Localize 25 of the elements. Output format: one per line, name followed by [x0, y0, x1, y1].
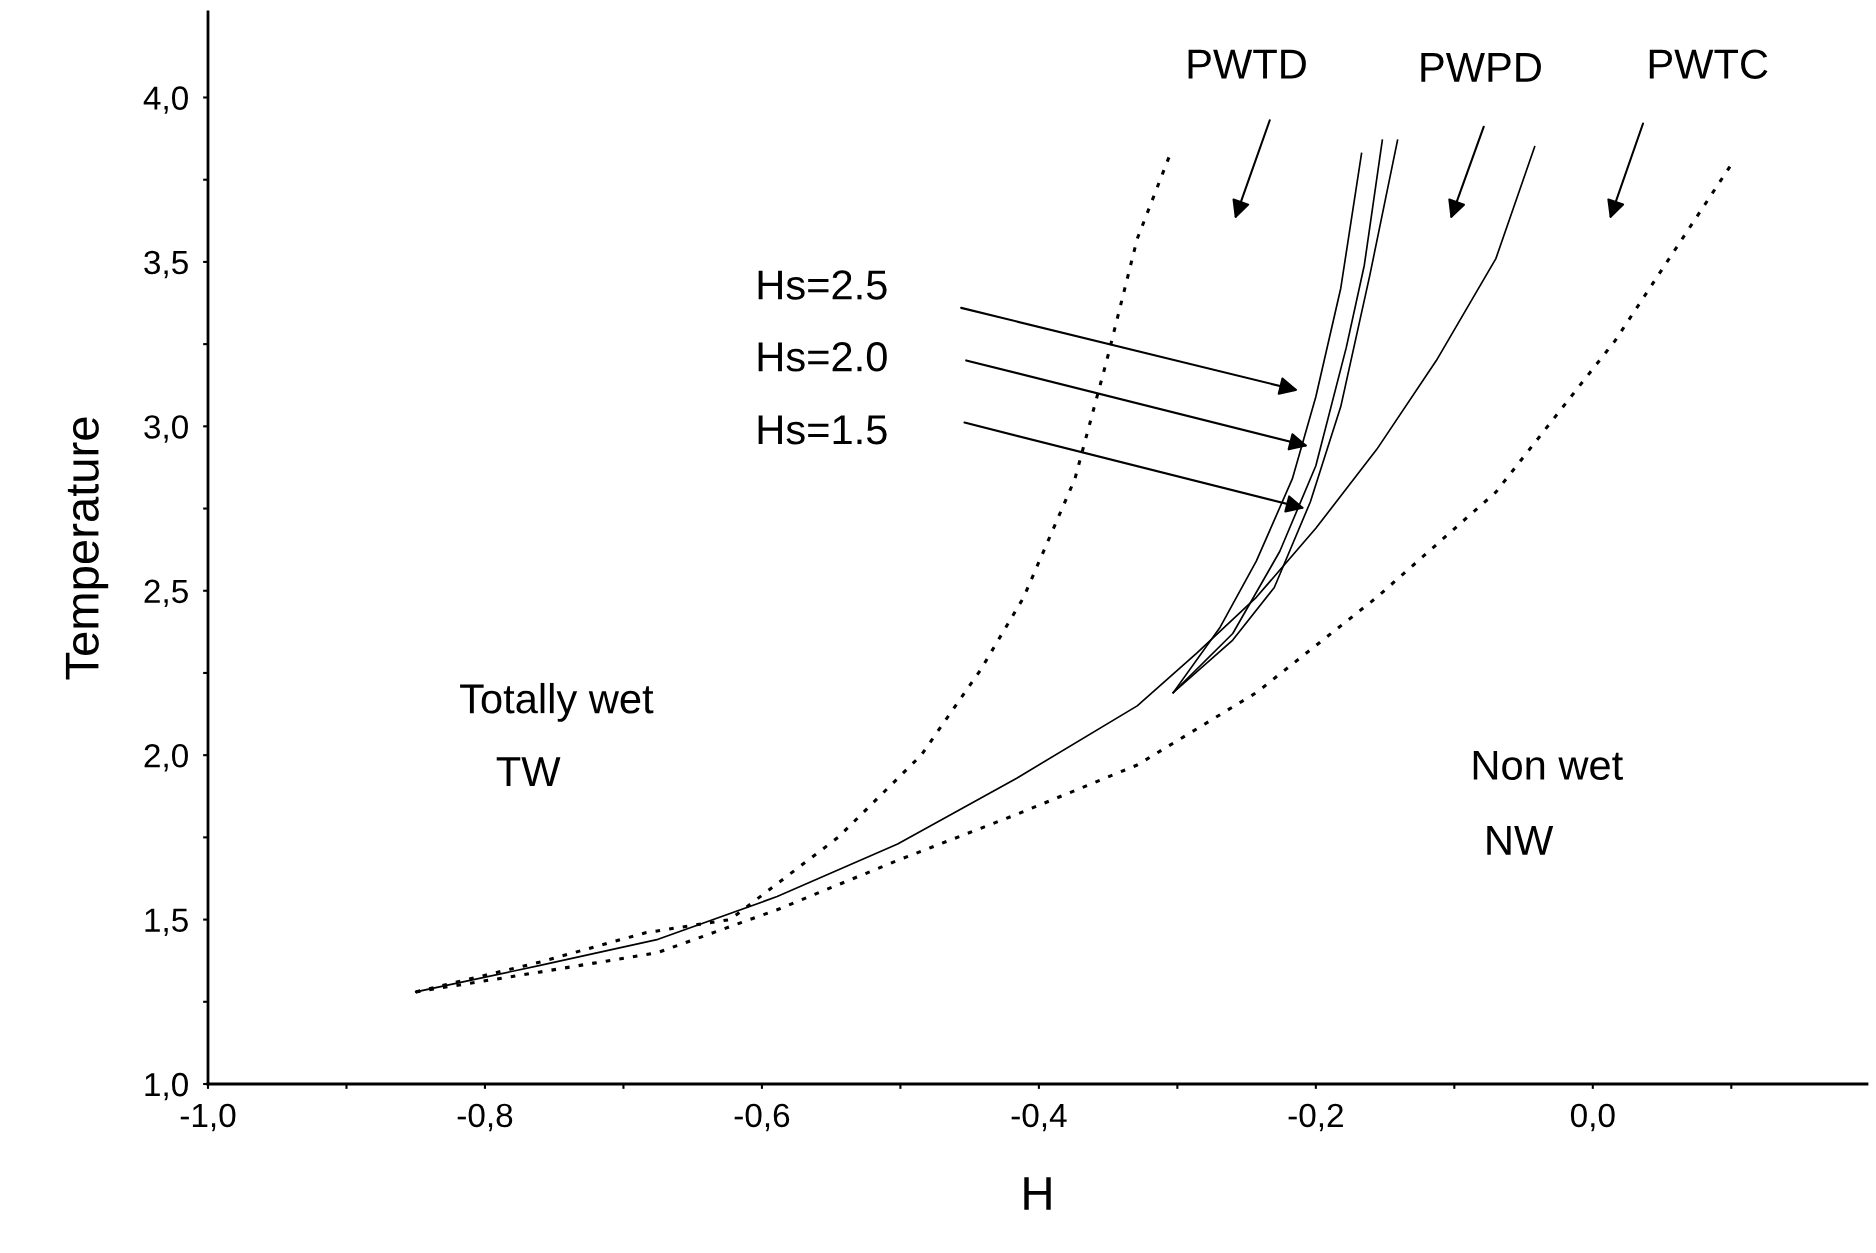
x-tick-label: -0,6: [734, 1103, 790, 1132]
annotation: PWTD: [1188, 49, 1306, 79]
annotation: Hs=1.5: [758, 415, 887, 445]
annotation: Totally wet: [460, 682, 654, 722]
x-tick-label: -0,2: [1288, 1103, 1343, 1132]
x-tick-label: 0,0: [1570, 1103, 1615, 1132]
y-tick-label: 3,0: [144, 415, 188, 443]
x-tick-label: -1,0: [180, 1103, 236, 1132]
y-tick-label: 1,0: [145, 1072, 188, 1101]
y-tick-label: 2,0: [144, 743, 188, 772]
annotation: PWTC: [1649, 49, 1768, 79]
x-axis-title: H: [1024, 1177, 1051, 1210]
y-tick-label: 2,5: [144, 579, 188, 608]
x-tick-label: -0,4: [1011, 1103, 1067, 1132]
annotation: Hs=2.5: [758, 270, 887, 300]
annotation: Hs=2.0: [758, 342, 887, 372]
y-axis-title: Temperature: [65, 417, 109, 680]
y-tick-label: 1,5: [145, 908, 188, 936]
y-tick-label: 4,0: [143, 86, 188, 114]
y-tick-label: 3,5: [144, 250, 188, 279]
annotation: PWPD: [1421, 53, 1541, 82]
annotation: Non wet: [1473, 750, 1623, 781]
annotation: TW: [496, 757, 561, 787]
x-tick-label: -0,8: [457, 1103, 513, 1132]
annotation: NW: [1487, 825, 1554, 855]
